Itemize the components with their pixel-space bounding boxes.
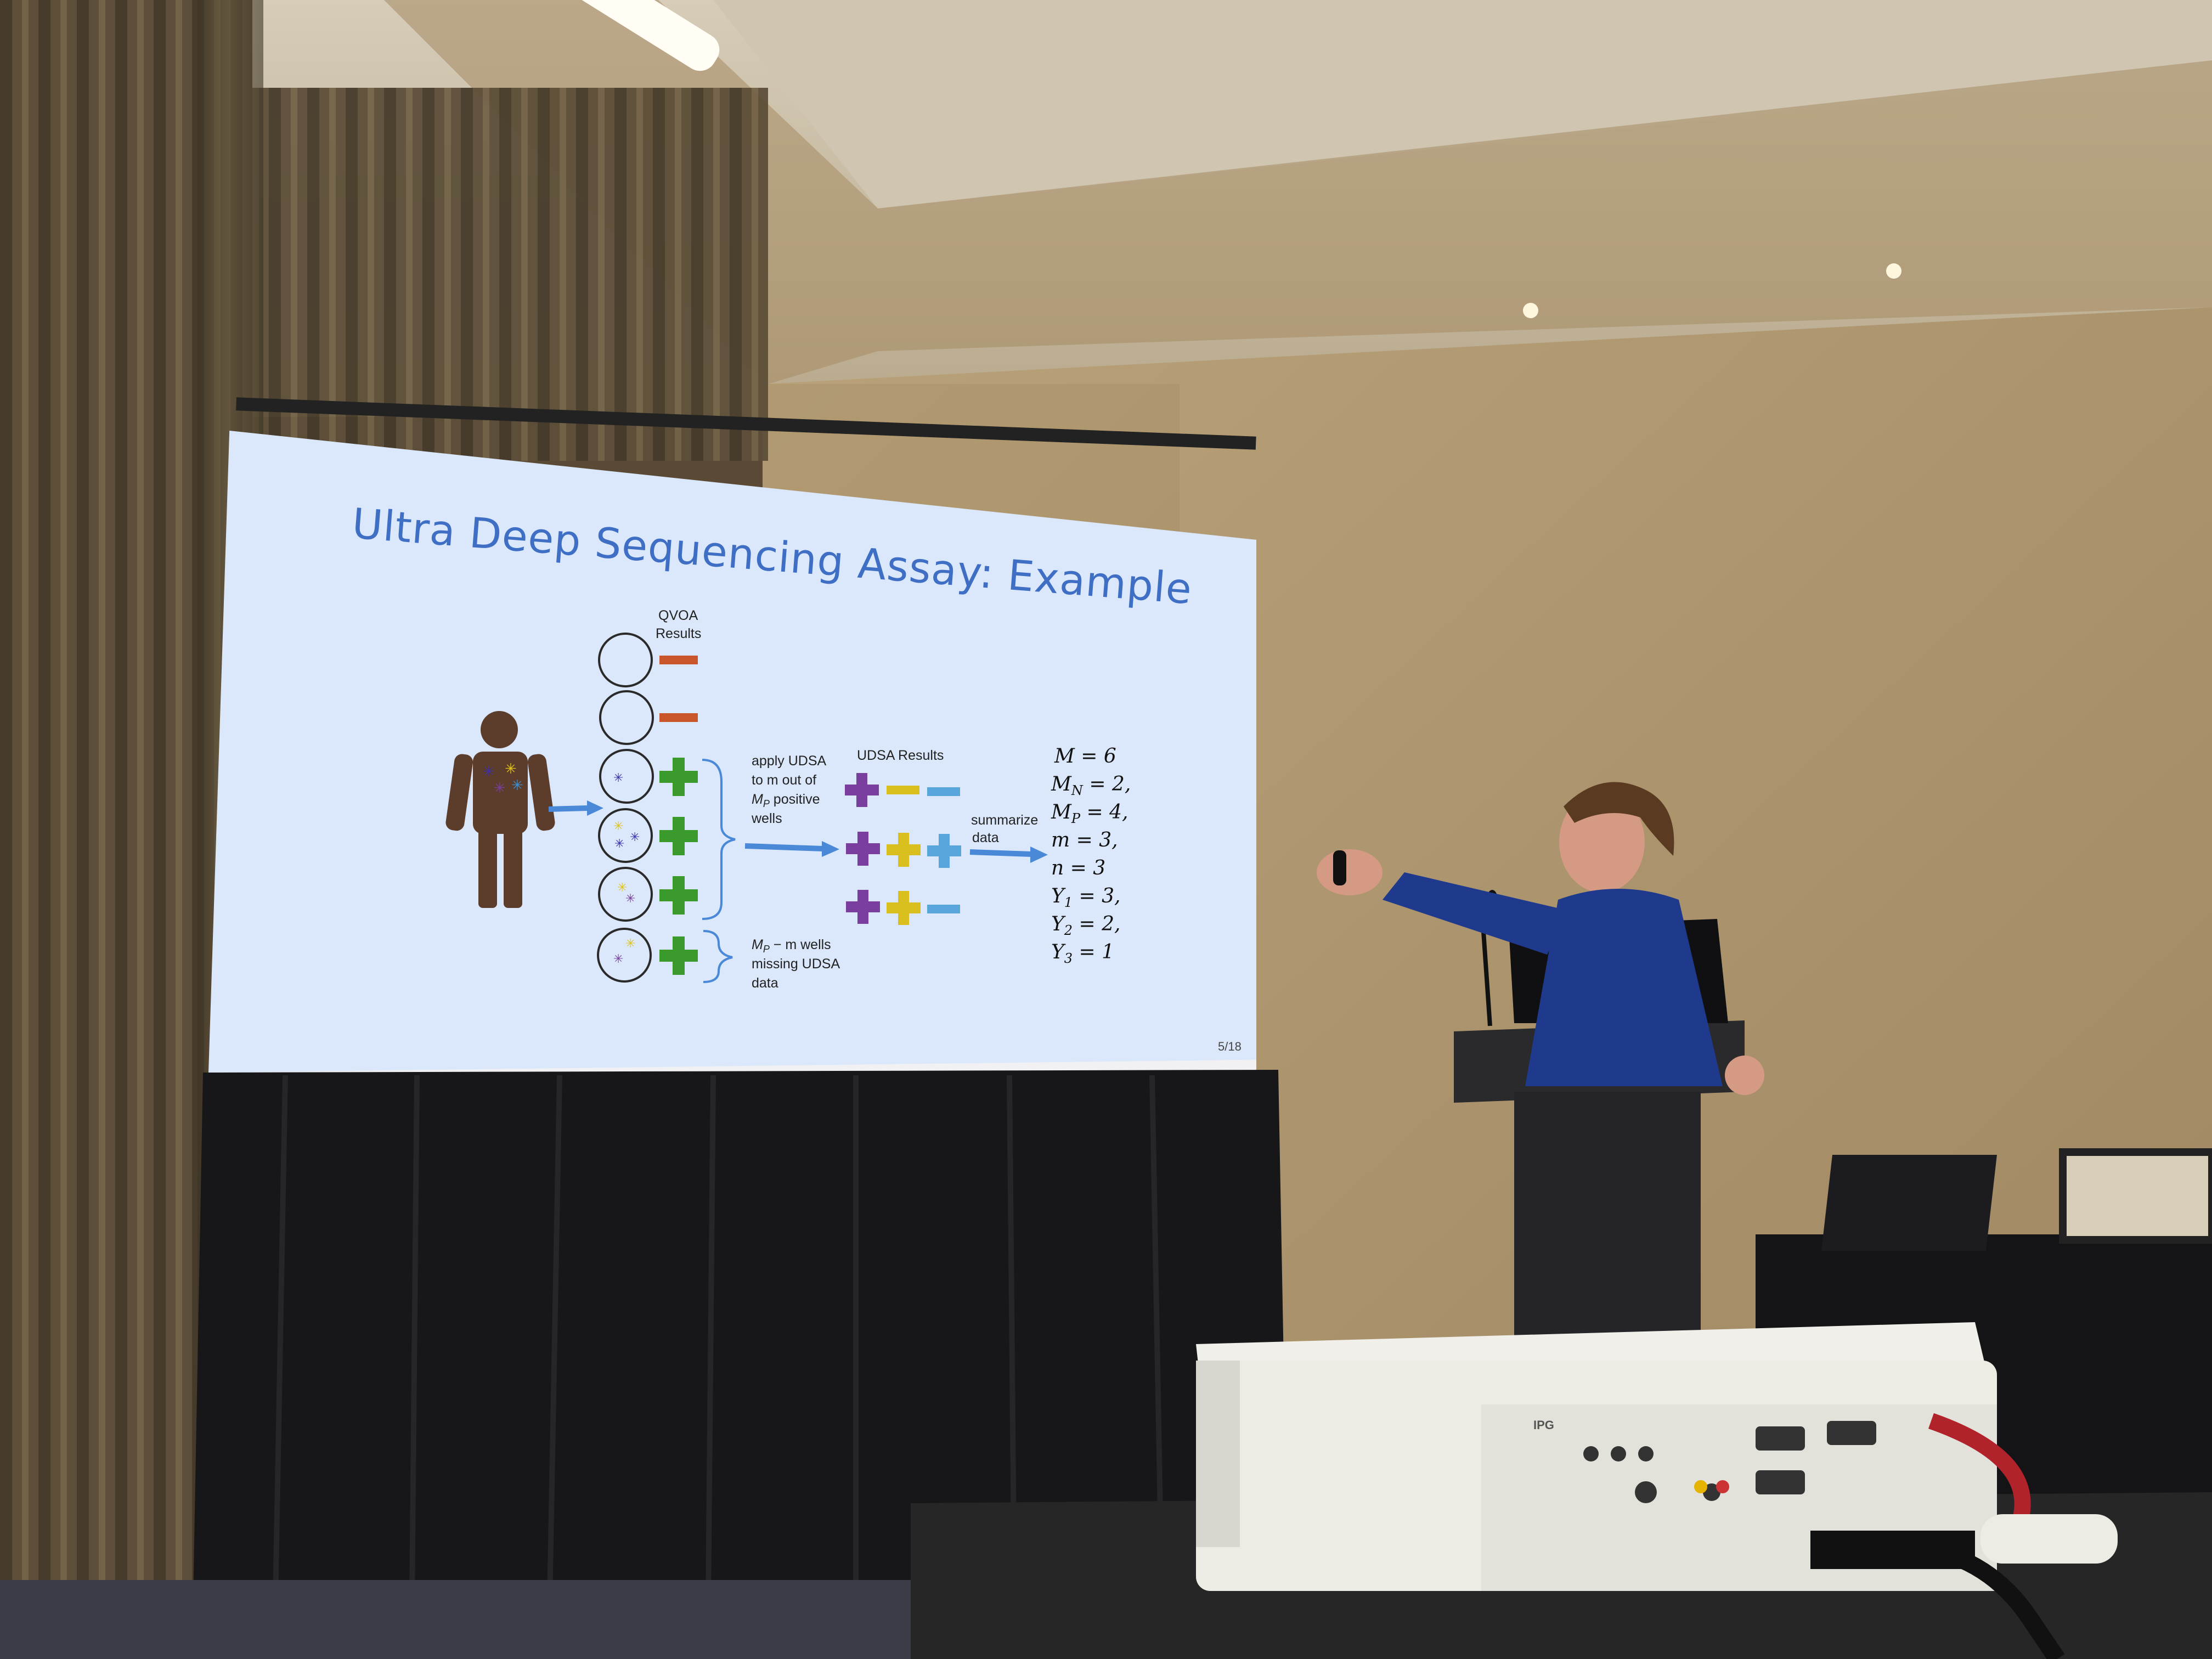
svg-text:✳: ✳: [613, 820, 623, 833]
minus-icon: [659, 656, 698, 664]
svg-text:✳: ✳: [483, 764, 495, 780]
arrow-to-udsa: [744, 841, 839, 857]
brace: [702, 759, 736, 920]
qvoa-results: [659, 656, 698, 975]
qvoa-label-2: Results: [656, 626, 701, 641]
missing-text-3: data: [752, 975, 778, 991]
equation-line: MP = 4,: [1051, 801, 1128, 826]
missing-text-2: missing UDSA: [752, 956, 840, 972]
equation-line: MN = 2,: [1051, 773, 1131, 798]
equation-line: Y1 = 3,: [1051, 885, 1120, 910]
svg-text:✳: ✳: [625, 937, 635, 951]
svg-text:✳: ✳: [511, 777, 523, 794]
page-number: 5/18: [1218, 1040, 1242, 1053]
apply-text-2: to m out of: [752, 772, 816, 788]
downlight: [1523, 303, 1538, 318]
apply-text-4: wells: [751, 811, 782, 826]
presenter: [1317, 782, 1764, 1095]
equation-line: Y2 = 2,: [1051, 913, 1120, 938]
svg-text:✳: ✳: [613, 952, 623, 966]
downlight: [1886, 263, 1901, 279]
equation-line: M = 6: [1054, 745, 1116, 768]
brace: [703, 930, 733, 983]
laptop: [1821, 1155, 1997, 1251]
svg-text:✳: ✳: [494, 780, 506, 797]
virus-icons: ✳ ✳ ✳ ✳: [483, 761, 523, 797]
chair: [2059, 1148, 2212, 1244]
summarize-text-2: data: [972, 830, 999, 845]
slide-canvas: Ultra Deep Sequencing Assay: Example QVO…: [351, 499, 1242, 1053]
apply-text-3: MP positive: [752, 792, 820, 809]
person-icon: [445, 711, 555, 908]
qvoa-label: QVOA: [658, 608, 698, 623]
projected-slide: Ultra Deep Sequencing Assay: Example QVO…: [208, 431, 1256, 1073]
svg-text:✳: ✳: [613, 771, 623, 785]
udsa-results-label: UDSA Results: [857, 748, 944, 763]
summarize-text-1: summarize: [971, 812, 1038, 828]
wells: [597, 633, 654, 983]
equation-line: Y3 = 1: [1051, 941, 1114, 966]
svg-text:✳: ✳: [617, 881, 627, 895]
svg-text:✳: ✳: [630, 831, 640, 844]
udsa-results-grid: [845, 773, 961, 925]
svg-text:✳: ✳: [625, 892, 635, 906]
equation-line: n = 3: [1051, 857, 1105, 879]
missing-text-1: MP − m wells: [752, 937, 831, 955]
svg-text:✳: ✳: [614, 837, 624, 851]
equations: M = 6 MN = 2, MP = 4, m = 3, n = 3 Y1 = 3, Y2 …: [1051, 745, 1131, 966]
svg-text:✳: ✳: [505, 761, 517, 777]
minus-icon: [659, 713, 698, 722]
projector: [1196, 1322, 2118, 1659]
equation-line: m = 3,: [1051, 829, 1118, 851]
apply-text-1: apply UDSA: [752, 753, 826, 769]
arrow-to-wells: [548, 800, 603, 816]
arrow-to-summary: [969, 847, 1048, 863]
ceiling-light: [516, 0, 720, 71]
